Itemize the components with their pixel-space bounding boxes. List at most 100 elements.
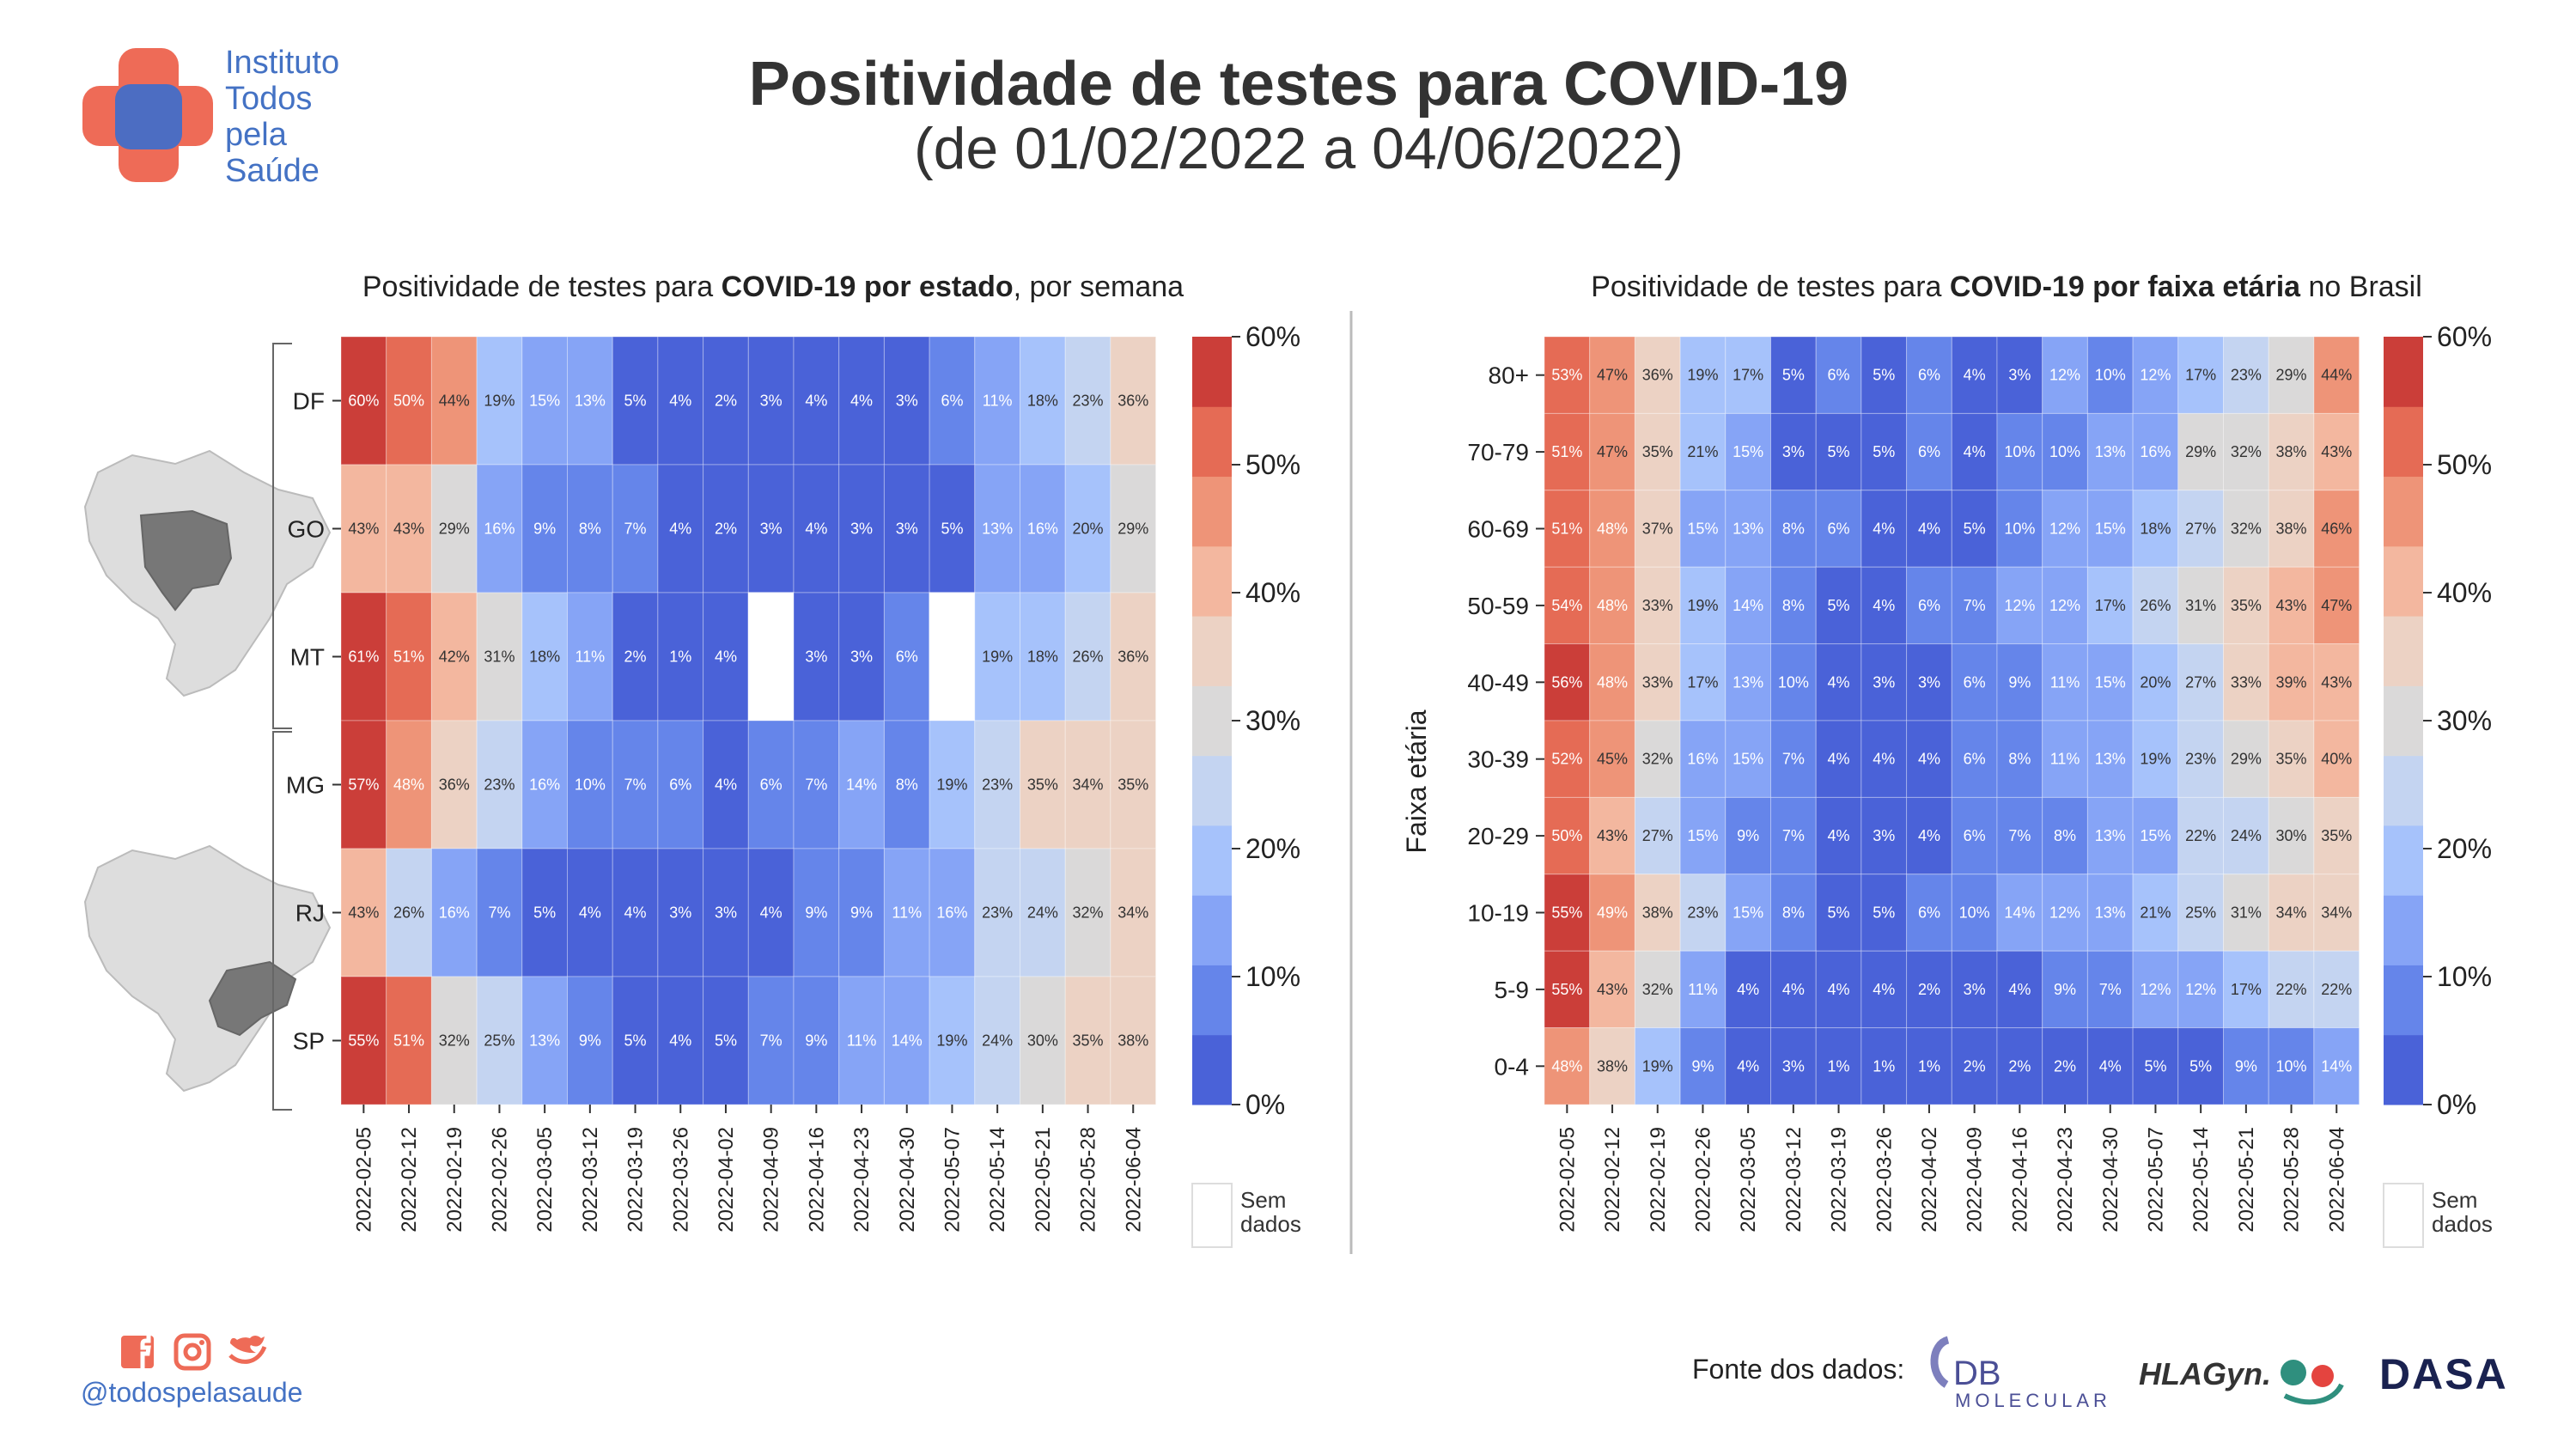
cell-value-label: 33%	[1642, 597, 1673, 614]
cell-value-label: 15%	[1733, 443, 1763, 460]
cell-value-label: 37%	[1642, 521, 1673, 538]
heatmap-cell	[2177, 566, 2225, 645]
heatmap-cell	[1860, 566, 1908, 645]
cell-value-label: 48%	[1597, 521, 1628, 538]
heatmap-cell	[2268, 336, 2315, 414]
cell-value-label: 12%	[2185, 981, 2216, 998]
heatmap-cell	[838, 592, 885, 721]
heatmap-cell	[2132, 720, 2179, 798]
cell-value-label: 15%	[1733, 904, 1763, 922]
cell-value-label: 4%	[1873, 751, 1895, 768]
cell-value-label: 3%	[1782, 1057, 1805, 1075]
cell-value-label: 48%	[1597, 597, 1628, 614]
heatmap-cell	[747, 336, 795, 466]
heatmap-cell	[1110, 336, 1157, 466]
cell-value-label: 9%	[805, 1032, 827, 1050]
heatmap-cell	[2177, 490, 2225, 568]
heatmap-cell	[793, 976, 840, 1105]
hlagyn-logo: HLAGyn.	[2139, 1356, 2344, 1405]
cell-value-label: 16%	[439, 904, 470, 922]
x-tick-label: 2022-02-26	[1691, 1127, 1714, 1233]
heatmap-cell	[703, 848, 749, 977]
cell-value-label: 45%	[1597, 751, 1628, 768]
heatmap-cell	[2177, 950, 2225, 1029]
heatmap-cell	[1725, 336, 1772, 414]
cell-value-label: 11%	[847, 1032, 877, 1050]
social-icons	[121, 1333, 267, 1371]
x-tick-label: 2022-05-07	[941, 1127, 964, 1233]
heatmap-cell	[1860, 950, 1908, 1029]
cell-value-label: 1%	[1873, 1057, 1895, 1075]
heatmap-cell	[1770, 950, 1817, 1029]
cell-value-label: 10%	[1778, 673, 1809, 691]
y-tick-label: MG	[286, 772, 325, 799]
cell-value-label: 13%	[2095, 827, 2126, 844]
heatmap-by-state: 60% 50% 44% 19% 15% 13% 5% 4% 2% 3% 4% 4% 3% 6% 11% 18%…	[286, 321, 1301, 1248]
heatmap-cell	[1110, 464, 1157, 594]
heatmap-cell	[2223, 796, 2269, 875]
no-data-swatch	[2383, 1183, 2424, 1248]
cell-value-label: 47%	[2321, 597, 2352, 614]
cell-value-label: 3%	[805, 648, 827, 666]
heatmap-cell	[1815, 490, 1862, 568]
heatmap-cell	[430, 720, 478, 849]
heatmap-cell	[703, 720, 749, 849]
heatmap-cell	[1770, 796, 1817, 875]
heatmap-cell	[1110, 976, 1157, 1105]
cell-value-label: 22%	[2276, 981, 2307, 998]
cell-value-label: 9%	[1737, 827, 1759, 844]
cell-value-label: 6%	[1918, 367, 1940, 384]
cell-value-label: 16%	[936, 904, 967, 922]
cell-value-label: 46%	[2321, 521, 2352, 538]
twitter-icon[interactable]	[228, 1336, 267, 1364]
logo-word-1: Instituto	[225, 45, 339, 81]
cell-value-label: 9%	[579, 1032, 601, 1050]
instagram-icon[interactable]	[174, 1333, 211, 1371]
heatmap-cell	[793, 336, 840, 466]
cell-value-label: 43%	[1597, 981, 1628, 998]
cell-value-label: 5%	[2189, 1057, 2212, 1075]
heatmap-cell	[386, 720, 432, 849]
cell-value-label: 3%	[1918, 673, 1940, 691]
heatmap-cell	[567, 848, 613, 977]
cell-value-label: 19%	[936, 1032, 967, 1050]
cell-value-label: 3%	[896, 393, 918, 410]
heatmap-cell	[340, 720, 387, 849]
heatmap-cell	[1951, 874, 1998, 952]
cell-value-label: 15%	[1733, 751, 1763, 768]
cell-value-label: 6%	[1918, 904, 1940, 922]
cell-value-label: 15%	[529, 393, 560, 410]
cell-value-label: 43%	[1597, 827, 1628, 844]
x-tick-label: 2022-03-05	[1737, 1127, 1760, 1233]
cell-value-label: 56%	[1551, 673, 1582, 691]
cell-value-label: 34%	[1073, 776, 1104, 794]
cell-value-label: 9%	[2235, 1057, 2257, 1075]
cell-value-label: 6%	[1918, 597, 1940, 614]
heatmap-cell	[1770, 566, 1817, 645]
cell-value-label: 13%	[1733, 673, 1763, 691]
cell-value-label: 2%	[1918, 981, 1940, 998]
heatmap-cell	[1951, 412, 1998, 491]
cell-value-label: 3%	[1873, 673, 1895, 691]
cell-value-label: 8%	[896, 776, 918, 794]
cell-value-label: 6%	[1964, 751, 1986, 768]
cell-value-label: 30%	[2276, 827, 2307, 844]
heatmap-by-age-group: 53% 47% 36% 19% 17% 5% 6% 5% 6% 4% 3% 12% 10% 12% 17% 2…	[1467, 321, 2493, 1248]
cell-value-label: 34%	[2276, 904, 2307, 922]
heatmap-cell	[1110, 848, 1157, 977]
x-tick-label: 2022-04-02	[1918, 1127, 1941, 1233]
logo: Instituto Todos pela Saúde	[82, 45, 339, 189]
cell-value-label: 21%	[1687, 443, 1718, 460]
cell-value-label: 47%	[1597, 443, 1628, 460]
facebook-icon[interactable]	[121, 1336, 154, 1368]
cell-value-label: 4%	[850, 393, 873, 410]
social-handle[interactable]: @todospelasaude	[81, 1377, 302, 1408]
colorbar-segment	[2384, 476, 2423, 547]
cell-value-label: 14%	[846, 776, 877, 794]
cell-value-label: 12%	[2049, 521, 2080, 538]
cell-value-label: 2%	[2008, 1057, 2031, 1075]
colorbar-tick-label: 10%	[1245, 961, 1300, 992]
heatmap-cell	[1634, 412, 1681, 491]
cell-value-label: 6%	[1828, 367, 1850, 384]
heatmap-cell	[521, 464, 568, 594]
